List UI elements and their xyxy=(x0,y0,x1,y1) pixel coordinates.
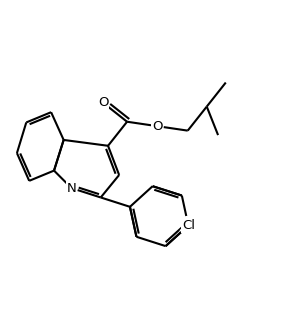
Text: O: O xyxy=(152,120,163,133)
Text: Cl: Cl xyxy=(182,219,195,232)
Text: O: O xyxy=(98,96,108,109)
Text: N: N xyxy=(67,182,77,195)
